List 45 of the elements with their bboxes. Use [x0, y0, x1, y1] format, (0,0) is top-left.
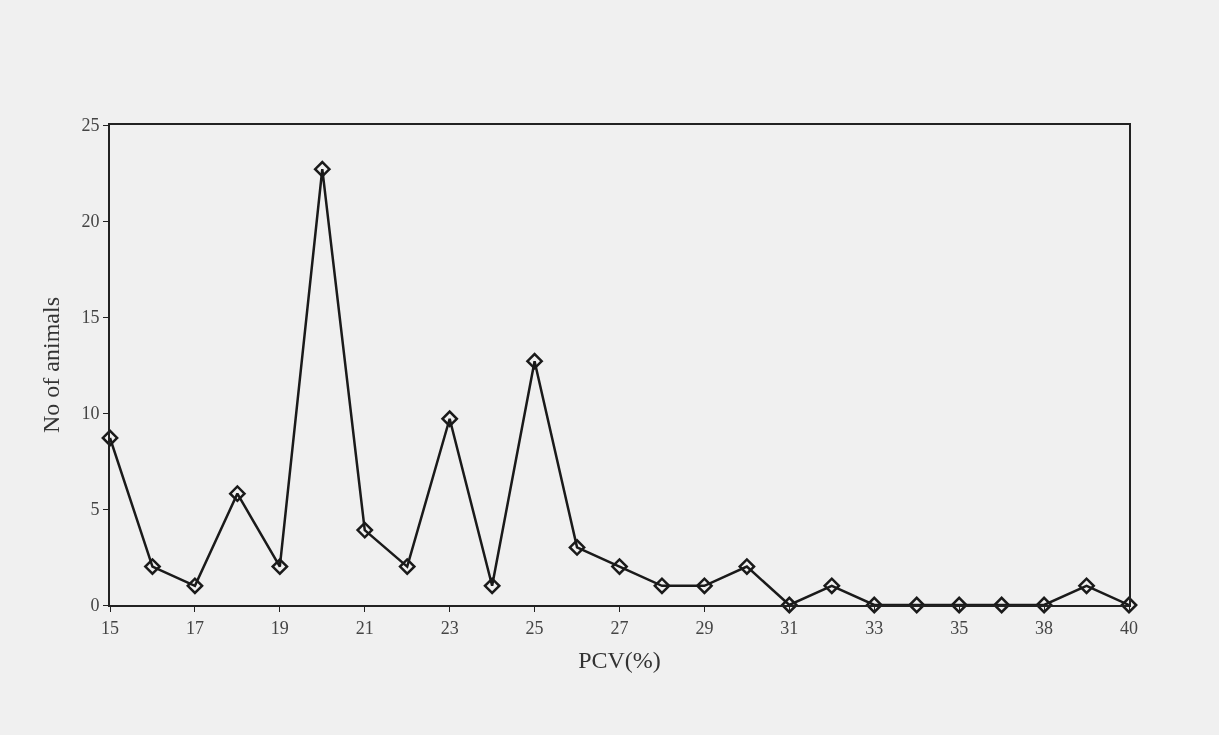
point [1078, 577, 1095, 595]
x-tick-label: 33 [865, 617, 884, 638]
x-tick-label: 17 [185, 617, 204, 638]
x-tick-label: 19 [270, 617, 289, 638]
x-tick-label: 27 [610, 617, 629, 638]
x-tick-label: 35 [950, 617, 969, 638]
point [823, 577, 841, 595]
point [696, 577, 713, 595]
point [526, 352, 543, 370]
point [483, 577, 501, 595]
x-tick-label: 38 [1035, 617, 1054, 638]
x-tick-label: 40 [1120, 617, 1138, 638]
point [993, 596, 1011, 614]
point [653, 577, 671, 595]
point [186, 577, 204, 595]
point [950, 596, 968, 614]
y-tick-label: 10 [81, 403, 100, 424]
point [313, 160, 331, 178]
point [398, 558, 416, 575]
x-tick-label: 23 [440, 617, 459, 638]
x-tick-label: 29 [695, 617, 714, 638]
y-axis-title: No of animals [38, 297, 64, 433]
point [738, 558, 756, 575]
point [568, 539, 586, 556]
point [356, 521, 374, 539]
x-tick-label: 21 [355, 617, 374, 638]
x-tick-label: 31 [780, 617, 799, 638]
point [865, 596, 883, 614]
y-tick-label: 25 [81, 115, 100, 136]
point [144, 558, 161, 575]
point [441, 410, 459, 428]
point [611, 558, 628, 575]
point [271, 558, 289, 575]
y-tick-label: 0 [90, 595, 100, 616]
x-tick-label: 25 [525, 617, 544, 638]
point [1120, 596, 1138, 614]
y-tick-label: 15 [81, 307, 100, 328]
point [1035, 596, 1053, 614]
y-tick-label: 5 [90, 499, 100, 520]
y-tick-label: 20 [81, 211, 100, 232]
point [228, 485, 246, 503]
point [908, 596, 926, 614]
point [780, 596, 798, 614]
point [101, 429, 119, 447]
x-axis-title: PCV(%) [578, 647, 661, 674]
